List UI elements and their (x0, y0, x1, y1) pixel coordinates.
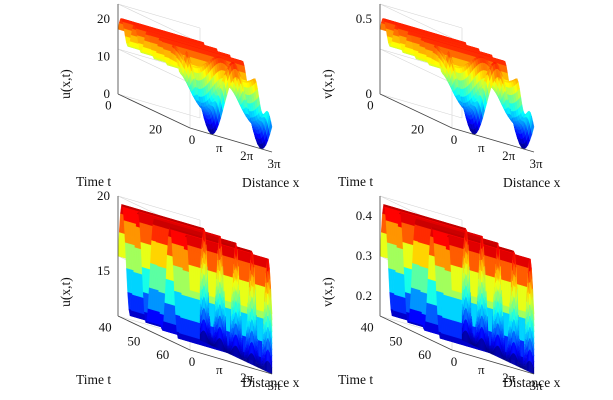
x-tick-label: 0 (189, 132, 196, 147)
z-tick-label: 0.5 (356, 11, 372, 26)
x-axis-title: Distance x (503, 175, 561, 190)
z-tick-label: 10 (97, 49, 110, 64)
t-axis-title: Time t (76, 174, 111, 189)
x-tick-label: 3π (267, 156, 281, 171)
t-tick-label: 20 (149, 122, 162, 137)
x-tick-label: π (216, 140, 223, 155)
x-tick-label: π (478, 140, 485, 155)
t-tick-label: 0 (105, 98, 112, 113)
x-tick-label: 2π (240, 148, 254, 163)
surface (117, 204, 273, 375)
surface (117, 18, 273, 150)
t-axis-title: Time t (338, 174, 373, 189)
z-axis-title: v(x,t) (320, 69, 335, 99)
t-tick-label: 0 (367, 98, 374, 113)
x-tick-label: 3π (529, 156, 543, 171)
t-tick-label: 20 (411, 122, 424, 137)
z-tick-label: 20 (97, 11, 110, 26)
x-tick-label: 2π (502, 148, 516, 163)
x-tick-label: 0 (451, 132, 458, 147)
x-axis-title: Distance x (242, 175, 300, 190)
z-axis-title: u(x,t) (58, 69, 73, 99)
